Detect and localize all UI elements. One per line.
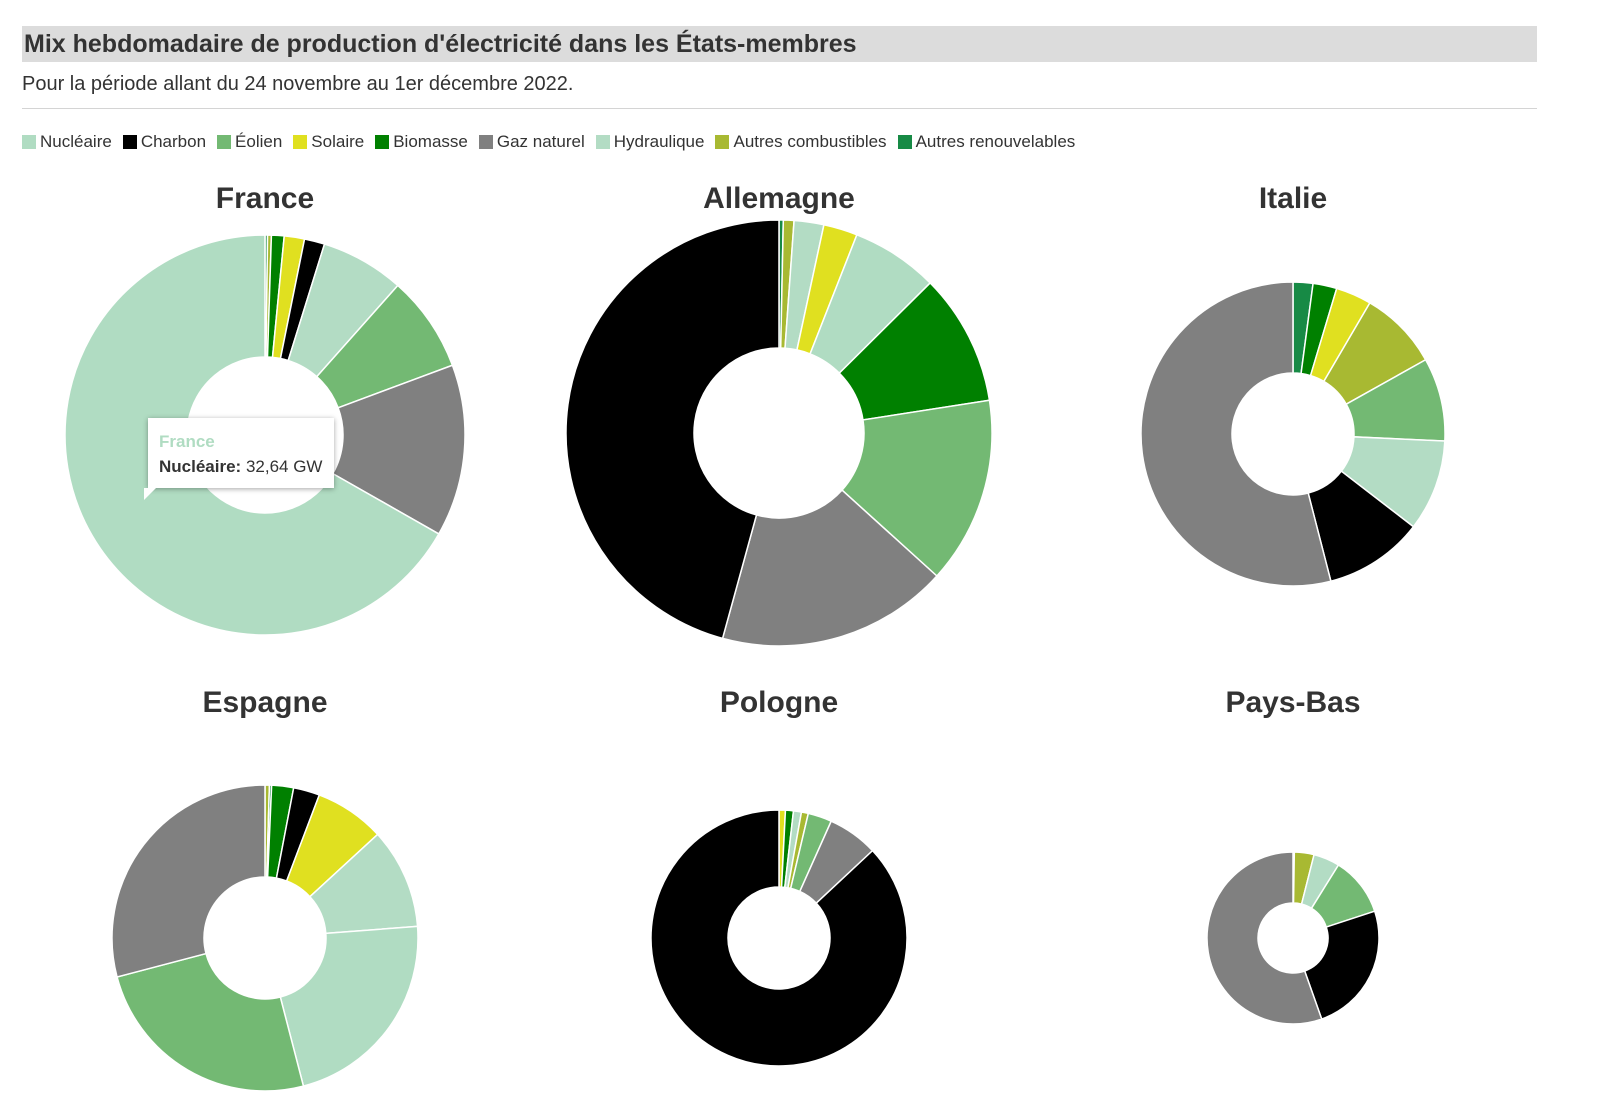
legend-item[interactable]: Charbon — [122, 132, 207, 152]
legend-item[interactable]: Éolien — [217, 132, 282, 152]
legend-label: Hydraulique — [613, 132, 705, 151]
legend-label: Charbon — [140, 132, 207, 151]
tooltip-country: France — [159, 432, 215, 451]
chart-title: Pays-Bas — [1225, 686, 1360, 719]
legend-item[interactable]: Solaire — [293, 132, 364, 152]
pie-slice[interactable] — [279, 925, 419, 1088]
pie-slice[interactable] — [111, 784, 266, 978]
chart-title: Italie — [1259, 182, 1327, 215]
pie-slice[interactable] — [1303, 910, 1380, 1021]
legend-label: Autres combustibles — [733, 132, 887, 151]
legend-label: Nucléaire — [40, 132, 112, 151]
tooltip: France Nucléaire: 32,64 GW — [144, 418, 334, 500]
pie-slice[interactable] — [565, 219, 780, 640]
pie-slice[interactable] — [1140, 281, 1332, 587]
pie-slice[interactable] — [64, 234, 440, 636]
tooltip-value: 32,64 GW — [245, 457, 323, 476]
chart-title: Pologne — [720, 686, 838, 719]
legend-swatch — [122, 135, 137, 149]
legend-swatch — [478, 135, 493, 149]
legend-item[interactable]: Autres combustibles — [715, 132, 887, 152]
chart-title: Mix hebdomadaire de production d'électri… — [22, 26, 1537, 62]
pie-slice[interactable] — [840, 399, 993, 578]
chart-title: Allemagne — [703, 182, 855, 215]
header-divider — [22, 108, 1537, 109]
legend-item[interactable]: Gaz naturel — [478, 132, 585, 152]
pie-slice[interactable] — [721, 489, 938, 647]
legend-item[interactable]: Hydraulique — [595, 132, 705, 152]
legend-swatch — [897, 135, 912, 149]
chart-title: France — [216, 182, 314, 215]
legend-label: Gaz naturel — [496, 132, 585, 151]
legend-item[interactable]: Autres renouvelables — [897, 132, 1076, 152]
legend-swatch — [595, 135, 610, 149]
legend-swatch — [715, 135, 730, 149]
tooltip-line: Nucléaire: 32,64 GW — [159, 453, 334, 481]
pie-slice[interactable] — [650, 809, 908, 1067]
tooltip-label: Nucléaire: — [159, 457, 242, 476]
chart-subtitle: Pour la période allant du 24 novembre au… — [22, 73, 574, 95]
chart-title: Espagne — [202, 686, 327, 719]
legend-label: Biomasse — [393, 132, 468, 151]
legend-swatch — [293, 135, 308, 149]
legend-swatch — [375, 135, 390, 149]
legend-label: Solaire — [311, 132, 365, 151]
legend-label: Éolien — [235, 132, 283, 151]
legend-swatch — [22, 135, 36, 149]
legend-swatch — [217, 135, 232, 149]
legend-label: Autres renouvelables — [915, 132, 1076, 151]
legend: Nucléaire Charbon Éolien Solaire Biomasse Gaz… — [22, 130, 1086, 154]
legend-item[interactable]: Nucléaire — [22, 132, 112, 152]
legend-item[interactable]: Biomasse — [375, 132, 468, 152]
pie-slice[interactable] — [116, 952, 305, 1092]
pie-slice[interactable] — [1206, 851, 1323, 1025]
